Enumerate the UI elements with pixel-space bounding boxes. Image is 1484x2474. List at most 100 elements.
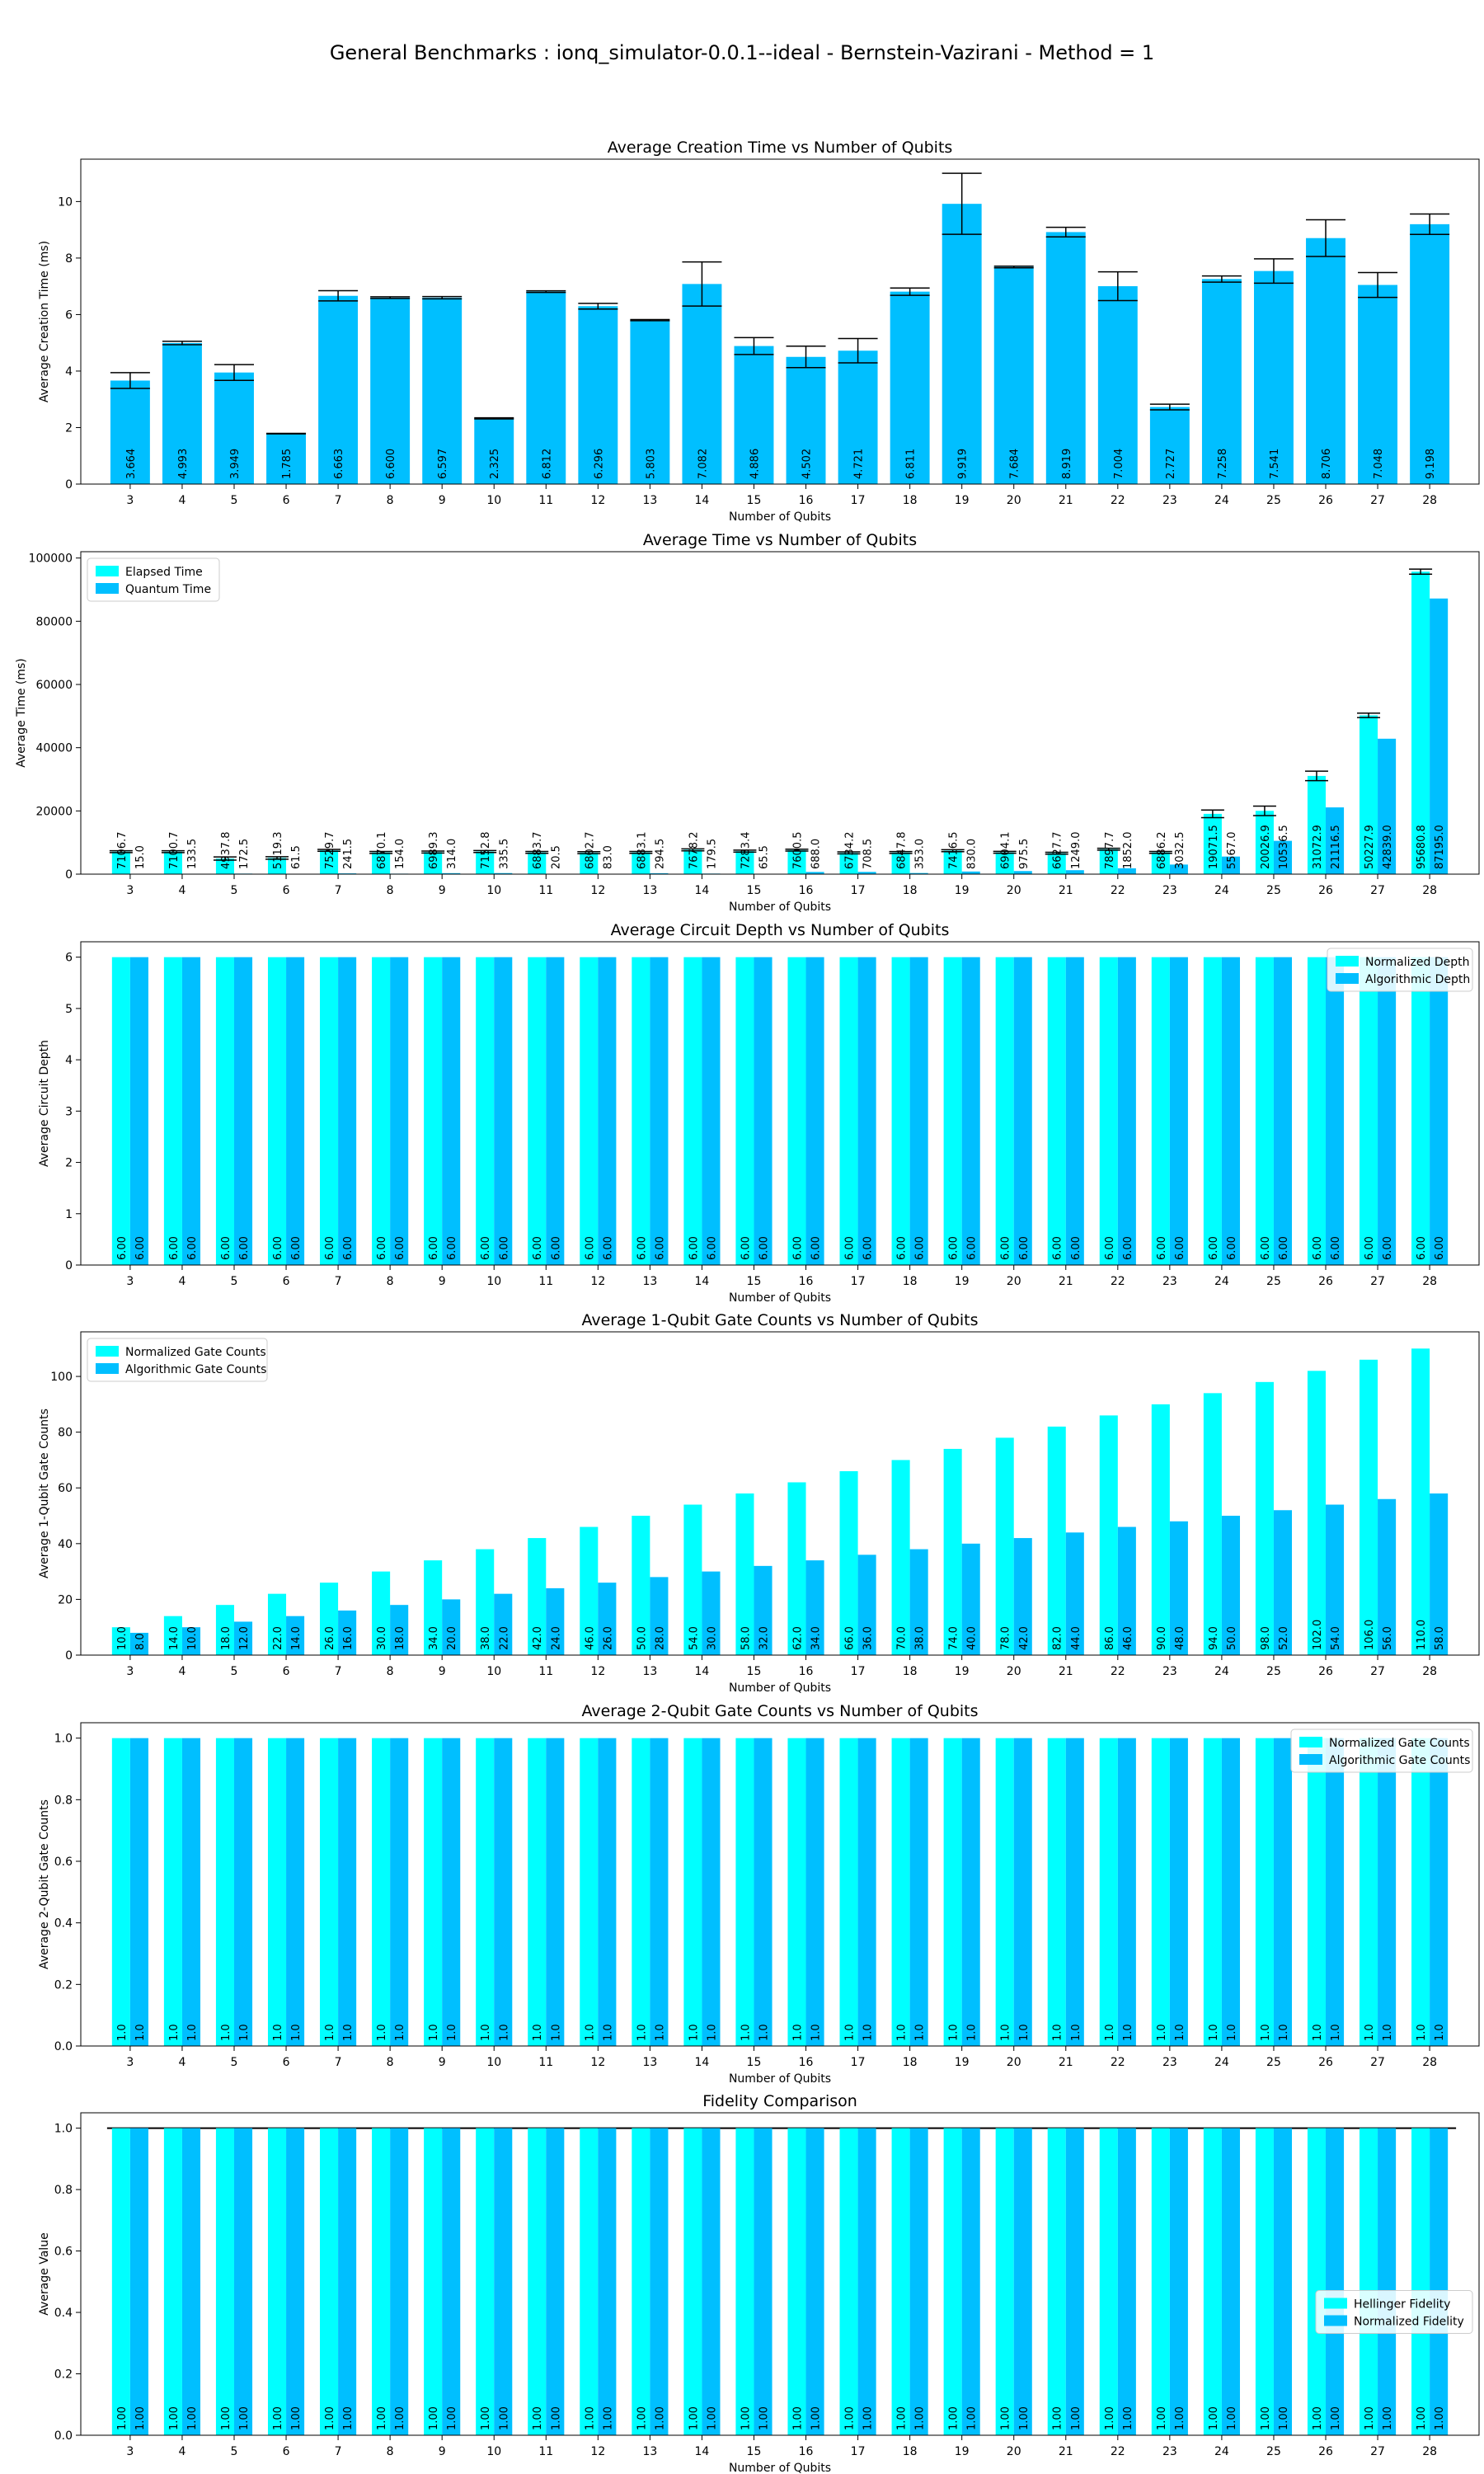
- x-tick-label: 22: [1111, 2445, 1125, 2458]
- data-label: 1.0: [636, 2024, 648, 2041]
- bar-elapsed-time-26: [1307, 775, 1327, 874]
- bar-hellinger-fidelity-7: [320, 2128, 339, 2435]
- data-label: 1.0: [498, 2024, 510, 2041]
- x-tick-label: 8: [387, 2056, 394, 2069]
- x-tick-label: 19: [955, 1275, 970, 1288]
- data-label: 6.00: [602, 1236, 614, 1260]
- data-label: 6.00: [498, 1236, 510, 1260]
- bar-elapsed-time-14: [683, 849, 702, 874]
- x-tick-label: 10: [486, 494, 501, 507]
- data-label: 1.0: [342, 2024, 355, 2041]
- data-label: 241.5: [342, 839, 355, 869]
- x-tick-label: 26: [1318, 494, 1333, 507]
- x-tick-label: 7: [335, 884, 342, 897]
- x-tick-label: 24: [1214, 1665, 1229, 1678]
- bar-normalized-gate-counts-23: [1151, 1404, 1170, 1655]
- bar-normalized-fidelity-17: [857, 2128, 876, 2435]
- y-axis-label: Average Time (ms): [15, 658, 28, 768]
- data-label: 34.0: [810, 1626, 823, 1650]
- bar-algorithmic-gate-counts-9: [442, 1738, 461, 2046]
- bar-elapsed-time-10: [476, 851, 495, 874]
- data-label: 19071.5: [1208, 825, 1220, 869]
- bar-normalized-gate-counts-5: [215, 1738, 234, 2046]
- x-tick-label: 23: [1162, 494, 1177, 507]
- data-label: 94.0: [1208, 1626, 1220, 1650]
- bar-algorithmic-depth-10: [494, 957, 513, 1265]
- x-tick-label: 6: [283, 2056, 290, 2069]
- x-tick-label: 17: [851, 2056, 866, 2069]
- bar-normalized-depth-20: [995, 957, 1014, 1265]
- data-label: 1.00: [446, 2406, 458, 2430]
- data-label: 1.00: [914, 2406, 927, 2430]
- x-tick-label: 5: [231, 1275, 238, 1288]
- data-label: 38.0: [480, 1626, 492, 1650]
- bar-value-9: [422, 297, 463, 484]
- bar-value-4: [162, 342, 202, 484]
- x-tick-label: 4: [178, 494, 186, 507]
- bar-normalized-gate-counts-12: [580, 1738, 599, 2046]
- bar-elapsed-time-20: [995, 852, 1014, 874]
- data-label: 6989.3: [428, 832, 440, 870]
- bar-normalized-depth-17: [839, 957, 858, 1265]
- data-label: 1249.0: [1070, 832, 1082, 870]
- data-label: 1.0: [966, 2024, 979, 2041]
- data-label: 6.00: [1416, 1236, 1428, 1260]
- bar-value-19: [942, 204, 982, 484]
- legend-swatch: [1336, 973, 1359, 984]
- data-label: 5119.3: [272, 832, 284, 870]
- x-tick-label: 21: [1059, 2445, 1073, 2458]
- x-tick-label: 9: [439, 884, 446, 897]
- x-tick-label: 26: [1318, 1665, 1333, 1678]
- bar-normalized-gate-counts-25: [1255, 1738, 1274, 2046]
- x-tick-label: 21: [1059, 494, 1073, 507]
- data-label: 98.0: [1260, 1626, 1272, 1650]
- bar-hellinger-fidelity-17: [839, 2128, 858, 2435]
- x-tick-label: 26: [1318, 1275, 1333, 1288]
- bar-algorithmic-depth-16: [805, 957, 824, 1265]
- bar-normalized-gate-counts-9: [424, 1560, 443, 1655]
- data-label: 1.00: [636, 2406, 648, 2430]
- x-tick-label: 23: [1162, 1275, 1177, 1288]
- legend-swatch: [1299, 1754, 1322, 1765]
- data-label: 1.0: [948, 2024, 960, 2041]
- bar-algorithmic-depth-19: [961, 957, 980, 1265]
- data-label: 1.0: [810, 2024, 823, 2041]
- data-label: 8.0: [134, 1633, 147, 1650]
- data-label: 1.00: [220, 2406, 232, 2430]
- y-tick-label: 20: [58, 1593, 73, 1606]
- x-tick-label: 5: [231, 1665, 238, 1678]
- bar-normalized-depth-27: [1359, 957, 1378, 1265]
- data-label: 1.00: [1052, 2406, 1064, 2430]
- bar-algorithmic-gate-counts-15: [754, 1565, 773, 1655]
- bar-elapsed-time-21: [1047, 853, 1066, 874]
- x-tick-label: 14: [695, 884, 710, 897]
- y-tick-label: 20000: [35, 805, 73, 818]
- x-tick-label: 15: [747, 884, 762, 897]
- bar-normalized-gate-counts-27: [1359, 1359, 1378, 1655]
- data-label: 1.00: [1018, 2406, 1031, 2430]
- bar-normalized-gate-counts-15: [735, 1493, 754, 1655]
- y-axis-label: Average Circuit Depth: [38, 1040, 51, 1167]
- bar-normalized-gate-counts-14: [683, 1504, 702, 1655]
- bar-normalized-gate-counts-21: [1047, 1738, 1066, 2046]
- x-axis-label: Number of Qubits: [729, 510, 831, 524]
- bar-normalized-depth-3: [111, 957, 130, 1265]
- data-label: 6.00: [1052, 1236, 1064, 1260]
- bar-normalized-fidelity-15: [754, 2128, 773, 2435]
- bar-algorithmic-gate-counts-27: [1378, 1738, 1397, 2046]
- bar-normalized-fidelity-5: [233, 2128, 253, 2435]
- data-label: 7.048: [1373, 449, 1385, 479]
- x-tick-label: 9: [439, 494, 446, 507]
- bar-algorithmic-depth-11: [546, 957, 565, 1265]
- data-label: 6.600: [385, 449, 397, 479]
- data-label: 830.0: [966, 839, 979, 869]
- x-tick-label: 14: [695, 1665, 710, 1678]
- data-label: 6.00: [168, 1236, 181, 1260]
- legend-swatch: [1299, 1737, 1322, 1747]
- data-label: 18.0: [394, 1626, 406, 1650]
- x-tick-label: 4: [178, 2445, 186, 2458]
- data-label: 58.0: [740, 1626, 752, 1650]
- x-tick-label: 21: [1059, 2056, 1073, 2069]
- data-label: 6802.7: [584, 832, 596, 870]
- data-label: 6.00: [758, 1236, 771, 1260]
